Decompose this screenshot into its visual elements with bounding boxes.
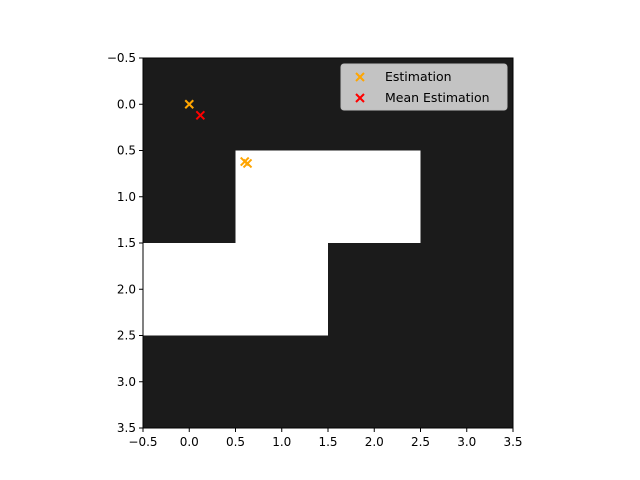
mean-estimation-point [195, 110, 206, 121]
y-tick-label: 0.0 [117, 97, 136, 111]
heatmap-cell-r2-c2 [328, 243, 421, 336]
heatmap-cell-r3-c0 [143, 335, 236, 428]
heatmap-cell-r2-c3 [420, 243, 513, 336]
x-tick-label: 0.0 [180, 435, 199, 449]
heatmap-cell-r1-c2 [328, 150, 421, 243]
estimation-point [242, 158, 253, 169]
x-tick-label: 3.0 [457, 435, 476, 449]
x-tick-label: 2.5 [411, 435, 430, 449]
y-tick-label: −0.5 [107, 51, 136, 65]
legend-box [340, 63, 508, 111]
heatmap-cell-r1-c0 [143, 150, 236, 243]
heatmap-cell-r0-c1 [235, 58, 328, 151]
heatmap-cell-r3-c1 [235, 335, 328, 428]
y-tick-label: 2.0 [117, 282, 136, 296]
y-tick-label: 2.5 [117, 329, 136, 343]
x-tick-label: 3.5 [503, 435, 522, 449]
mean-estimation-legend-marker [355, 93, 365, 103]
y-tick-label: 3.0 [117, 375, 136, 389]
x-tick-label: −0.5 [128, 435, 157, 449]
y-tick-label: 0.5 [117, 144, 136, 158]
heatmap-cell-r2-c1 [235, 243, 328, 336]
y-axis: −0.5 0.0 0.5 1.0 1.5 2.0 2.5 3.0 3.5 [107, 51, 143, 435]
scatter-markers [184, 99, 253, 169]
x-tick-label: 1.0 [272, 435, 291, 449]
heatmap-cell-r3-c2 [328, 335, 421, 428]
x-tick-label: 1.5 [318, 435, 337, 449]
estimation-point [184, 99, 194, 109]
estimation-legend-marker [355, 72, 365, 82]
y-tick-label: 1.5 [117, 236, 136, 250]
x-axis: −0.5 0.0 0.5 1.0 1.5 2.0 2.5 3.0 3.5 [128, 428, 523, 449]
mean-estimation-legend-label: Mean Estimation [385, 90, 490, 105]
y-tick-label: 1.0 [117, 190, 136, 204]
y-tick-label: 3.5 [117, 421, 136, 435]
legend: Estimation Mean Estimation [340, 63, 508, 111]
heatmap-cell-r3-c3 [420, 335, 513, 428]
estimation-legend-label: Estimation [385, 69, 452, 84]
x-tick-label: 2.0 [365, 435, 384, 449]
heatmap-cell-r1-c3 [420, 150, 513, 243]
x-tick-label: 0.5 [226, 435, 245, 449]
heatmap-cell-r2-c0 [143, 243, 236, 336]
